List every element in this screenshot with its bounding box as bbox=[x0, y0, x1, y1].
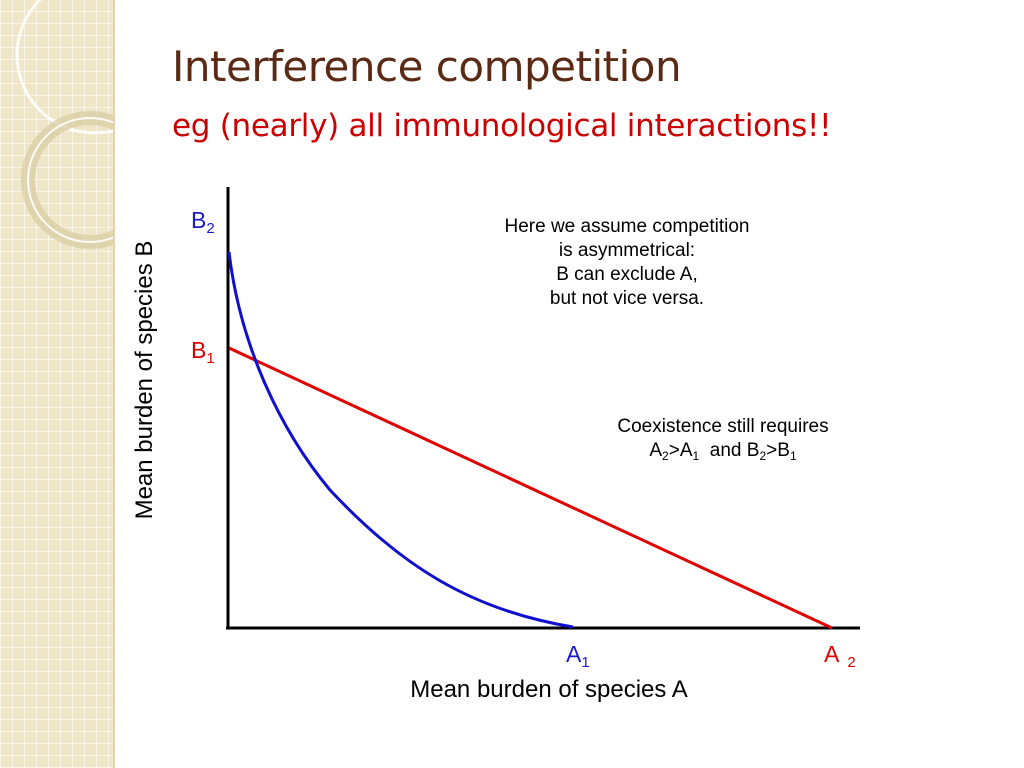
label-b1: B1 bbox=[191, 337, 215, 367]
decorative-side-panel bbox=[0, 0, 115, 768]
decorative-rings bbox=[15, 0, 113, 249]
asymmetry-note: Here we assume competition is asymmetric… bbox=[505, 215, 750, 311]
note-line: is asymmetrical: bbox=[558, 240, 696, 261]
note-line: B can exclude A, bbox=[556, 264, 698, 285]
note-line: Here we assume competition bbox=[504, 216, 750, 237]
y-axis-label: Mean burden of species B bbox=[131, 240, 158, 520]
label-a1: A1 bbox=[566, 641, 590, 671]
species-b-isocline bbox=[227, 251, 574, 629]
coexistence-note: Coexistence still requires A2>A1 and B2>… bbox=[617, 415, 828, 468]
x-axis-label: Mean burden of species A bbox=[410, 676, 688, 703]
slide-title: Interference competition bbox=[172, 42, 682, 91]
species-a-isocline bbox=[228, 346, 833, 630]
label-b2: B2 bbox=[191, 207, 215, 237]
note-line: but not vice versa. bbox=[549, 288, 705, 309]
coexistence-condition: A2>A1 and B2>B1 bbox=[649, 440, 797, 463]
slide-subtitle: eg (nearly) all immunological interactio… bbox=[172, 108, 832, 144]
coexistence-line-1: Coexistence still requires bbox=[617, 416, 829, 437]
